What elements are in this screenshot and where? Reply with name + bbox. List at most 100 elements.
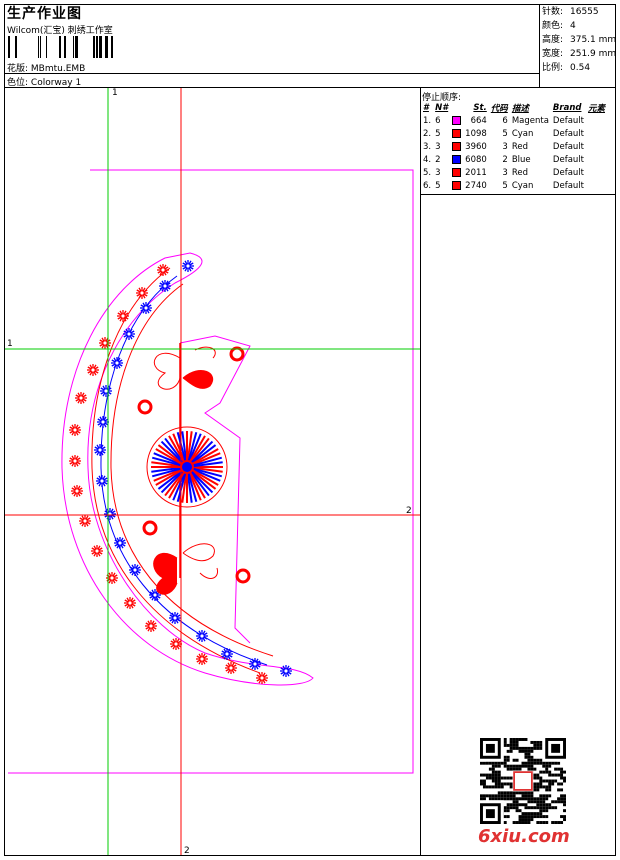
rosette xyxy=(249,658,261,670)
rosette xyxy=(69,455,81,467)
rosette xyxy=(256,672,268,684)
color-swatch xyxy=(452,180,462,190)
rosette xyxy=(96,475,108,487)
table-row: 5. 3 2011 3 Red Default xyxy=(423,167,584,178)
design-label: 花版: xyxy=(7,64,29,74)
table-row: 2. 5 1098 5 Cyan Default xyxy=(423,128,584,139)
rosette xyxy=(94,444,106,456)
design-line: 花版: MBmtu.EMB xyxy=(7,61,85,74)
table-row: 6. 5 2740 5 Cyan Default xyxy=(423,180,584,191)
rosette xyxy=(170,638,182,650)
col-stitches: St. xyxy=(473,102,487,113)
stats-panel: 针数: 16555 颜色: 4 高度: 375.1 mm 宽度: 251.9 mm 比例… xyxy=(542,5,616,75)
tendril-bottom xyxy=(199,567,219,579)
rosette xyxy=(75,392,87,404)
rosette xyxy=(225,662,237,674)
rosette xyxy=(145,620,157,632)
colorway-line: 色位: Colorway 1 xyxy=(7,75,81,88)
axis-label-v1: 1 xyxy=(112,88,118,98)
leaf-bottom-left xyxy=(153,552,178,595)
col-description: 描述 xyxy=(511,103,529,114)
ring-4 xyxy=(235,568,251,584)
leaf-top-right xyxy=(182,370,213,389)
stop-sequence-title: 停止顺序: xyxy=(422,93,462,103)
stat-scale: 比例: 0.54 xyxy=(542,63,591,73)
barcode-icon xyxy=(8,36,113,58)
rosette xyxy=(69,424,81,436)
stat-height: 高度: 375.1 mm xyxy=(542,35,617,45)
page-title: 生产作业图 xyxy=(7,6,82,22)
rosette xyxy=(221,648,233,660)
table-row: 4. 2 6080 2 Blue Default xyxy=(423,154,584,165)
rosette xyxy=(136,287,148,299)
crescent-outline xyxy=(61,252,314,686)
table-row: 3. 3 3960 3 Red Default xyxy=(423,141,584,152)
color-swatch xyxy=(452,115,462,125)
stat-colors: 颜色: 4 xyxy=(542,21,576,31)
embroidery-preview xyxy=(5,88,420,855)
table-header: # N# St. 代码 描述 Brand 元素 xyxy=(421,101,607,114)
rosette xyxy=(182,260,194,272)
leaf-bottom-right xyxy=(182,543,215,562)
rosette xyxy=(159,280,171,292)
panel-divider xyxy=(420,88,421,855)
col-swatch xyxy=(450,101,463,114)
vine-inner xyxy=(110,283,274,657)
colorway-value: Colorway 1 xyxy=(30,78,82,88)
rosette xyxy=(124,597,136,609)
ring-2 xyxy=(137,399,153,415)
colorway-label: 色位: xyxy=(7,78,29,88)
stat-stitches: 针数: 16555 xyxy=(542,7,599,17)
col-needle: N# xyxy=(435,102,449,113)
stat-width: 宽度: 251.9 mm xyxy=(542,49,617,59)
rosette xyxy=(111,357,123,369)
color-swatch xyxy=(452,128,462,138)
rosette xyxy=(99,337,111,349)
center-flower xyxy=(146,426,228,508)
col-code: 代码 xyxy=(490,103,508,114)
leaf-top-left xyxy=(153,352,181,390)
rosette xyxy=(129,564,141,576)
rosette xyxy=(117,310,129,322)
rosette xyxy=(196,653,208,665)
rosette-group xyxy=(69,260,292,684)
ring-1 xyxy=(229,346,245,362)
rosette xyxy=(87,364,99,376)
axis-label-h2: 2 xyxy=(406,506,412,516)
ring-3 xyxy=(142,520,158,536)
col-index: # xyxy=(423,102,429,113)
table-row: 1. 6 664 6 Magenta Default xyxy=(423,115,584,126)
watermark-logo: 6xiu.com xyxy=(478,826,570,847)
axis-label-v2: 2 xyxy=(184,846,190,856)
center-outline xyxy=(179,335,251,644)
col-brand: Brand xyxy=(552,102,582,113)
rosette xyxy=(157,264,169,276)
rosette xyxy=(123,328,135,340)
stop-sequence-table: # N# St. 代码 描述 Brand 元素 1. 6 664 6 Magenta De… xyxy=(421,101,607,192)
design-canvas: 1 1 2 2 xyxy=(5,88,420,856)
studio-name: Wilcom(汇宝) 刺绣工作室 xyxy=(7,26,113,36)
axis-label-h1: 1 xyxy=(7,339,13,349)
rosette xyxy=(71,485,83,497)
rosette xyxy=(79,515,91,527)
stats-divider xyxy=(539,5,540,87)
header-divider xyxy=(5,73,540,74)
color-swatch xyxy=(452,167,462,177)
rosette xyxy=(114,537,126,549)
qr-code-icon xyxy=(480,738,566,824)
table-bottom-line xyxy=(421,194,615,195)
rosette xyxy=(280,665,292,677)
header-bottom-line xyxy=(5,87,615,88)
rosette xyxy=(196,630,208,642)
col-element: 元素 xyxy=(587,103,605,114)
rosette xyxy=(140,302,152,314)
hoop-outline xyxy=(8,169,414,774)
sheet-frame xyxy=(4,4,616,856)
design-value: MBmtu.EMB xyxy=(30,64,86,74)
rosette xyxy=(169,612,181,624)
rosette xyxy=(97,416,109,428)
color-swatch xyxy=(452,141,462,151)
rosette xyxy=(91,545,103,557)
rosette xyxy=(100,385,112,397)
color-swatch xyxy=(452,154,462,164)
